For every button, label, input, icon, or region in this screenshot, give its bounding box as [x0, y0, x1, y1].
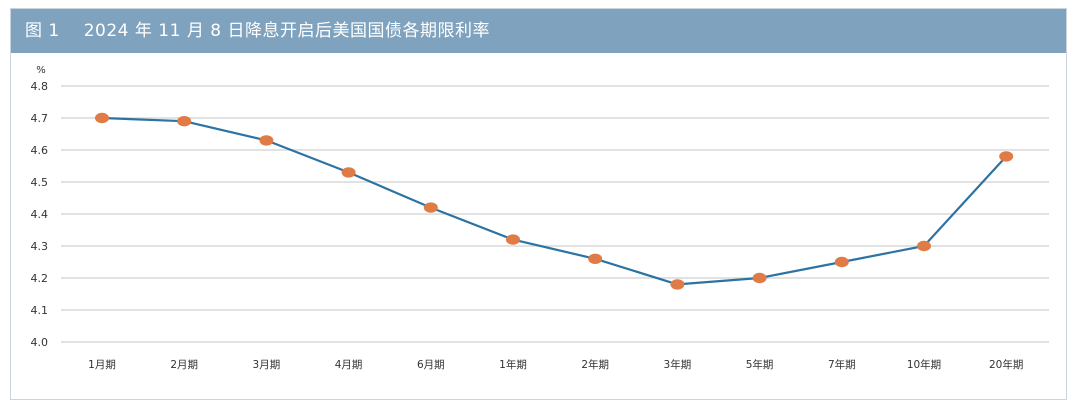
x-tick-label: 4月期 — [335, 359, 363, 371]
data-point — [259, 135, 274, 146]
line-chart: % 4.0 4.1 4.2 4.3 4.4 4.5 4.6 4.7 4.8 1月期 2月期 3月期 4月期… — [31, 65, 1049, 371]
chart-title: 2024 年 11 月 8 日降息开启后美国国债各期限利率 — [83, 21, 490, 41]
x-tick-label: 2年期 — [581, 358, 609, 371]
y-tick-label: 4.3 — [31, 240, 49, 253]
chart-figure: 图 1 2024 年 11 月 8 日降息开启后美国国债各期限利率 % 4.0 4.1… — [10, 8, 1067, 400]
x-tick-label: 3月期 — [253, 359, 281, 371]
data-point — [423, 202, 438, 213]
data-point — [917, 240, 931, 252]
data-point — [588, 253, 603, 264]
data-point — [177, 116, 192, 127]
x-tick-label: 20年期 — [989, 358, 1023, 371]
data-point — [506, 234, 520, 245]
series-line — [101, 116, 1008, 286]
y-tick-label: 4.0 — [31, 336, 49, 349]
figure-footer-divider — [10, 378, 151, 400]
x-tick-label: 5年期 — [746, 358, 774, 371]
data-point — [95, 112, 109, 124]
x-tick-label: 6月期 — [417, 359, 445, 371]
chart-title-bar: 图 1 2024 年 11 月 8 日降息开启后美国国债各期限利率 — [11, 9, 1066, 53]
y-tick-label: 4.2 — [31, 272, 49, 285]
y-tick-label: 4.4 — [31, 208, 49, 221]
data-point — [341, 167, 356, 178]
x-tick-label: 1月期 — [88, 359, 116, 371]
x-tick-label: 3年期 — [664, 358, 692, 371]
y-axis-unit-label: % — [36, 65, 46, 76]
data-point — [834, 256, 849, 268]
y-tick-label: 4.1 — [31, 304, 49, 317]
y-tick-label: 4.6 — [31, 144, 49, 157]
x-tick-label: 2月期 — [170, 359, 198, 371]
y-tick-label: 4.7 — [31, 112, 49, 125]
x-tick-label: 10年期 — [907, 358, 941, 371]
y-tick-label: 4.8 — [31, 80, 49, 93]
data-point — [752, 272, 767, 284]
x-tick-label: 7年期 — [828, 358, 856, 371]
y-tick-label: 4.5 — [31, 176, 49, 189]
data-point — [999, 151, 1014, 162]
x-tick-label: 1年期 — [499, 358, 527, 371]
figure-number: 图 1 — [25, 21, 60, 41]
data-point — [670, 279, 685, 290]
chart-area: % 4.0 4.1 4.2 4.3 4.4 4.5 4.6 4.7 4.8 1月期 2月期 3月期 4月期… — [11, 53, 1066, 401]
